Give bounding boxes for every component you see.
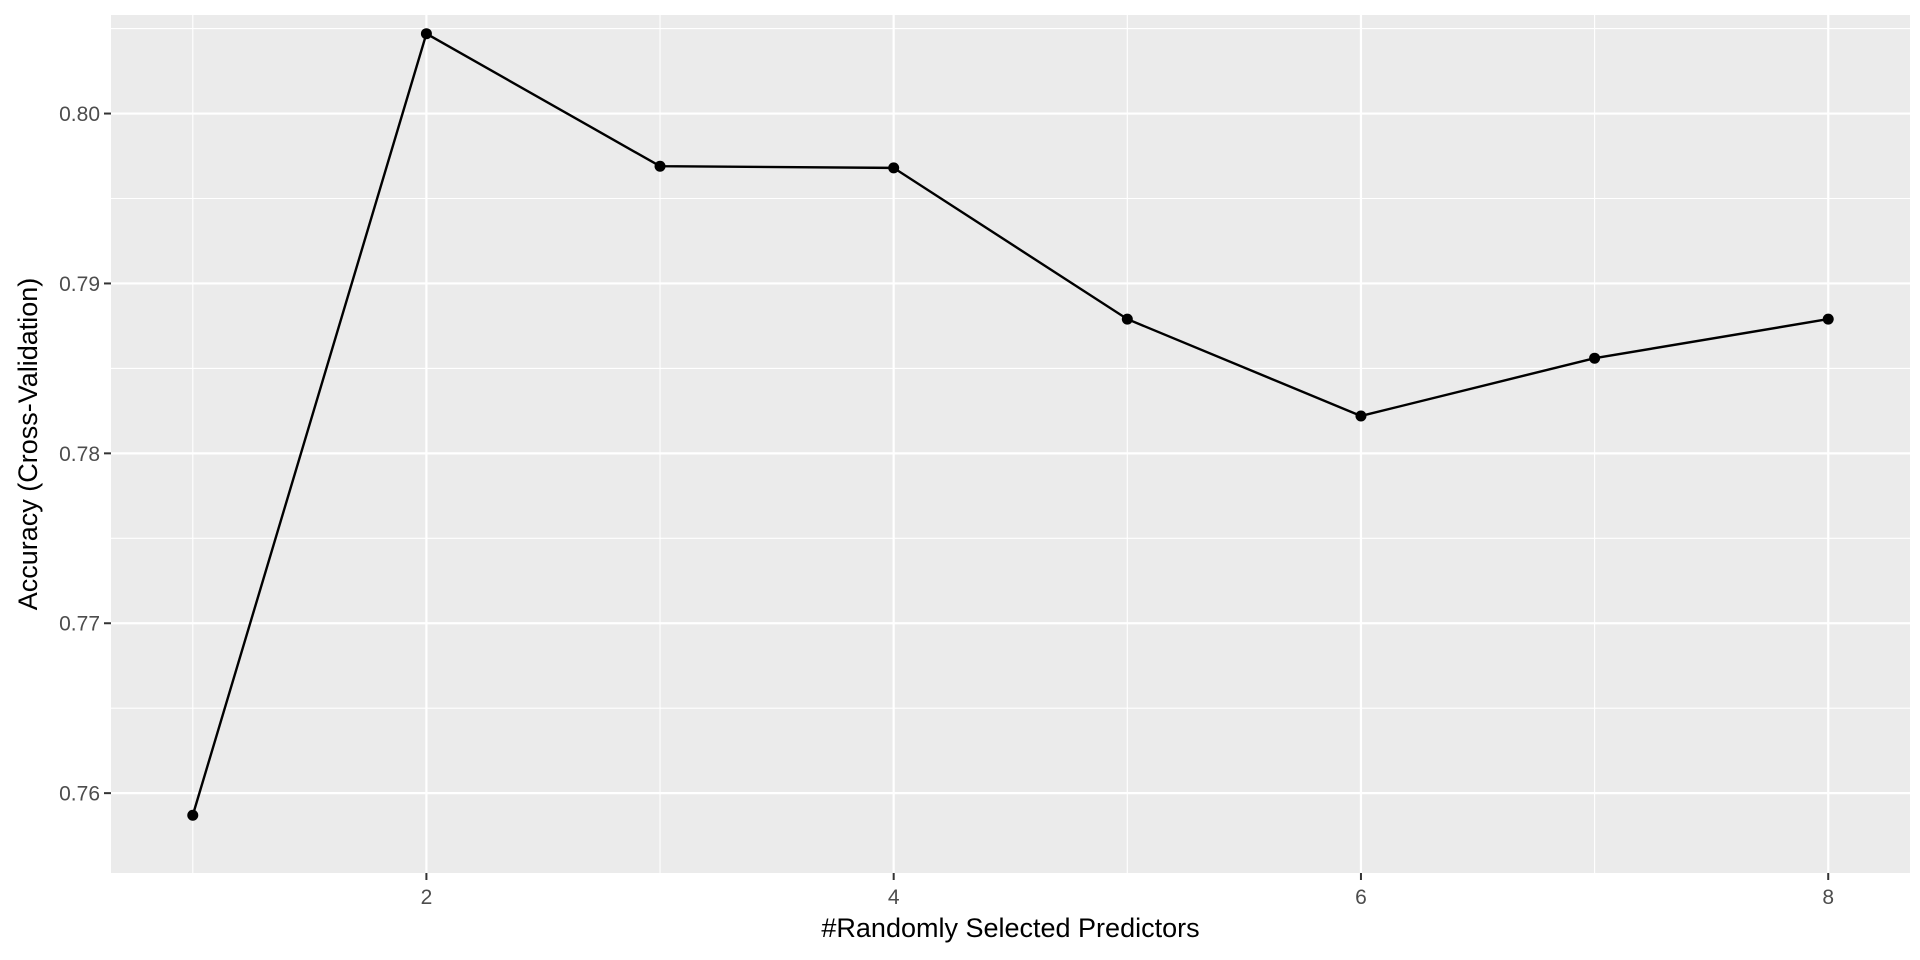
y-tick-label: 0.79 [59,273,100,296]
data-point [1121,313,1133,325]
x-axis-title: #Randomly Selected Predictors [821,913,1199,943]
minor-gridlines [111,15,1910,873]
data-point [888,162,900,174]
x-tick-label: 2 [421,886,433,909]
data-point [1822,313,1834,325]
plot-panel [111,15,1910,873]
y-tick-label: 0.76 [59,783,100,806]
data-point [654,160,666,172]
data-point [1355,410,1367,422]
accuracy-line [191,31,1829,816]
x-tick-label: 6 [1355,886,1367,909]
x-tick-label: 8 [1822,886,1834,909]
data-series [187,28,1834,821]
y-axis-title: Accuracy (Cross-Validation) [13,278,43,611]
y-tick-label: 0.77 [59,613,100,636]
y-tick-label: 0.80 [59,103,100,126]
y-tick-label: 0.78 [59,443,100,466]
x-tick-label: 4 [888,886,900,909]
major-gridlines [111,15,1910,873]
data-point [187,809,199,821]
data-point [1589,352,1601,364]
y-axis: 0.76 0.77 0.78 0.79 0.80 [59,103,111,806]
x-axis: 2 4 6 8 [421,873,1834,909]
data-point [420,28,432,40]
